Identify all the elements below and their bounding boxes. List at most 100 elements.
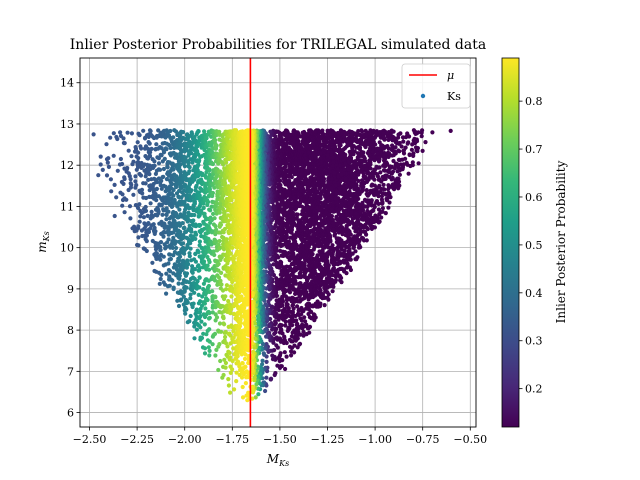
scatter-point	[287, 344, 293, 349]
chart-title: Inlier Posterior Probabilities for TRILE…	[70, 37, 486, 53]
scatter-point	[419, 134, 424, 139]
scatter-point	[361, 216, 366, 221]
scatter-point	[159, 178, 164, 183]
scatter-point	[91, 132, 96, 137]
scatter-point	[129, 154, 134, 159]
scatter-point	[300, 130, 305, 135]
scatter-point	[295, 304, 300, 309]
scatter-point	[128, 177, 133, 182]
scatter-point	[337, 207, 342, 212]
scatter-point	[143, 208, 149, 213]
scatter-point	[167, 283, 172, 288]
scatter-point	[329, 139, 334, 144]
scatter-point	[342, 189, 347, 194]
scatter-point	[295, 183, 300, 188]
scatter-point	[111, 131, 116, 136]
scatter-point	[337, 266, 343, 272]
scatter-point	[328, 216, 333, 221]
scatter-point	[342, 248, 347, 253]
scatter-point	[131, 159, 136, 164]
scatter-point	[368, 166, 373, 171]
scatter-point	[264, 359, 269, 364]
scatter-point	[401, 162, 406, 167]
scatter-point	[133, 179, 138, 184]
scatter-point	[338, 128, 343, 133]
scatter-point	[383, 163, 389, 168]
scatter-point	[363, 223, 368, 228]
scatter-points	[91, 128, 453, 403]
scatter-point	[331, 144, 336, 149]
scatter-point	[164, 291, 169, 296]
scatter-point	[359, 183, 364, 188]
scatter-point	[330, 155, 336, 160]
scatter-point	[395, 169, 400, 174]
scatter-point	[371, 208, 376, 213]
scatter-point	[111, 153, 116, 158]
scatter-point	[289, 353, 294, 358]
scatter-point	[367, 161, 372, 166]
scatter-point	[390, 143, 395, 148]
scatter-point	[149, 146, 154, 151]
scatter-point	[348, 241, 353, 246]
scatter-point	[134, 183, 139, 188]
scatter-point	[168, 128, 173, 134]
scatter-point	[383, 176, 388, 181]
scatter-point	[341, 241, 346, 246]
scatter-point	[361, 238, 367, 243]
scatter-point	[346, 143, 351, 148]
scatter-point	[414, 148, 419, 153]
scatter-point	[344, 225, 349, 230]
scatter-point	[364, 179, 370, 184]
scatter-point	[143, 181, 148, 186]
scatter-point	[114, 195, 119, 200]
scatter-point	[353, 196, 358, 201]
scatter-point	[338, 203, 343, 208]
scatter-point	[411, 153, 416, 158]
scatter-point	[283, 323, 288, 328]
scatter-point	[354, 225, 359, 230]
scatter-point	[380, 200, 385, 206]
scatter-point	[378, 170, 383, 175]
scatter-point	[338, 143, 343, 148]
scatter-point	[278, 272, 283, 277]
scatter-point	[328, 251, 333, 257]
scatter-point	[122, 176, 127, 182]
scatter-point	[158, 257, 163, 262]
scatter-point	[120, 203, 125, 208]
scatter-point	[283, 366, 288, 372]
scatter-point	[299, 212, 304, 217]
scatter-point	[335, 240, 340, 246]
scatter-point	[348, 139, 353, 144]
scatter-point	[327, 273, 332, 278]
scatter-point	[287, 337, 292, 342]
scatter-point	[331, 221, 336, 226]
scatter-point	[355, 151, 361, 156]
scatter-point	[129, 182, 134, 187]
scatter-point	[282, 350, 287, 355]
scatter-point	[171, 193, 176, 198]
scatter-point	[387, 164, 393, 169]
scatter-point	[349, 197, 354, 202]
scatter-point	[161, 166, 166, 172]
scatter-point	[343, 199, 348, 204]
scatter-point	[174, 245, 179, 251]
scatter-point	[400, 135, 406, 140]
scatter-point	[154, 142, 159, 147]
scatter-point	[376, 194, 381, 199]
scatter-point	[166, 261, 171, 266]
scatter-point	[144, 239, 149, 244]
scatter-point	[336, 135, 341, 140]
scatter-point	[353, 257, 358, 262]
scatter-point	[381, 131, 386, 136]
scatter-point	[392, 136, 397, 141]
scatter-point	[397, 140, 402, 146]
scatter-point	[350, 174, 355, 179]
scatter-point	[161, 234, 166, 239]
scatter-point	[355, 215, 360, 220]
scatter-point	[122, 210, 127, 215]
scatter-point	[322, 192, 327, 198]
scatter-point	[282, 179, 287, 185]
scatter-point	[365, 211, 370, 217]
scatter-point	[166, 209, 171, 214]
scatter-point	[386, 168, 391, 173]
